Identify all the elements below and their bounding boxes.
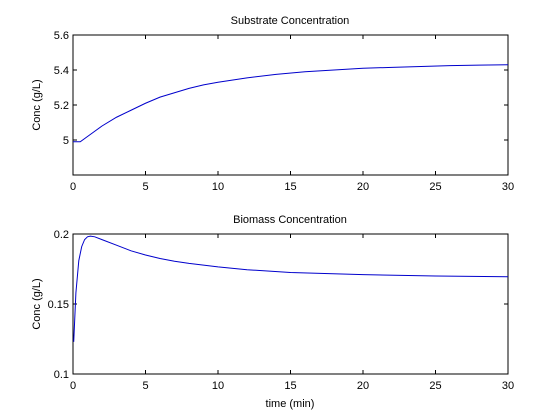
biomass-plot-area [72,233,509,375]
biomass-x-axis-label: time (min) [266,398,315,410]
substrate-x-tick-label: 15 [284,181,296,193]
biomass-axes: Biomass Concentration Conc (g/L) 0 5 10 15 2… [31,214,514,410]
substrate-chart-title: Substrate Concentration [231,15,350,27]
biomass-x-tick-label: 15 [284,380,296,392]
biomass-y-axis-label: Conc (g/L) [31,278,43,329]
biomass-x-tick-label: 5 [142,380,148,392]
substrate-x-tick-label: 25 [429,181,441,193]
substrate-x-tick-label: 20 [357,181,369,193]
substrate-x-tick-label: 10 [212,181,224,193]
biomass-x-tick-label: 10 [212,380,224,392]
biomass-x-tick-label: 20 [357,380,369,392]
biomass-x-tick-label: 30 [502,380,514,392]
substrate-x-tick-label: 5 [142,181,148,193]
biomass-x-tick-label: 0 [70,380,76,392]
substrate-y-tick-label: 5.4 [54,65,69,77]
biomass-y-tick-label: 0.1 [54,369,69,381]
biomass-series-line [73,235,509,342]
biomass-ticks: 0 5 10 15 20 25 30 0.1 0.15 0.2 [48,229,515,392]
substrate-series-line [73,64,509,143]
substrate-axes: Substrate Concentration Conc (g/L) 0 5 10 1… [31,15,514,193]
substrate-plot-area [72,34,509,176]
biomass-y-tick-label: 0.15 [48,299,69,311]
biomass-chart-title: Biomass Concentration [233,214,347,226]
substrate-y-tick-label: 5 [63,135,69,147]
substrate-x-tick-label: 0 [70,181,76,193]
biomass-x-tick-label: 25 [429,380,441,392]
substrate-y-tick-label: 5.6 [54,30,69,42]
substrate-y-axis-label: Conc (g/L) [31,79,43,130]
biomass-y-tick-label: 0.2 [54,229,69,241]
substrate-ticks: 0 5 10 15 20 25 30 5 5.2 5.4 5.6 [54,30,514,193]
substrate-y-tick-label: 5.2 [54,100,69,112]
substrate-x-tick-label: 30 [502,181,514,193]
